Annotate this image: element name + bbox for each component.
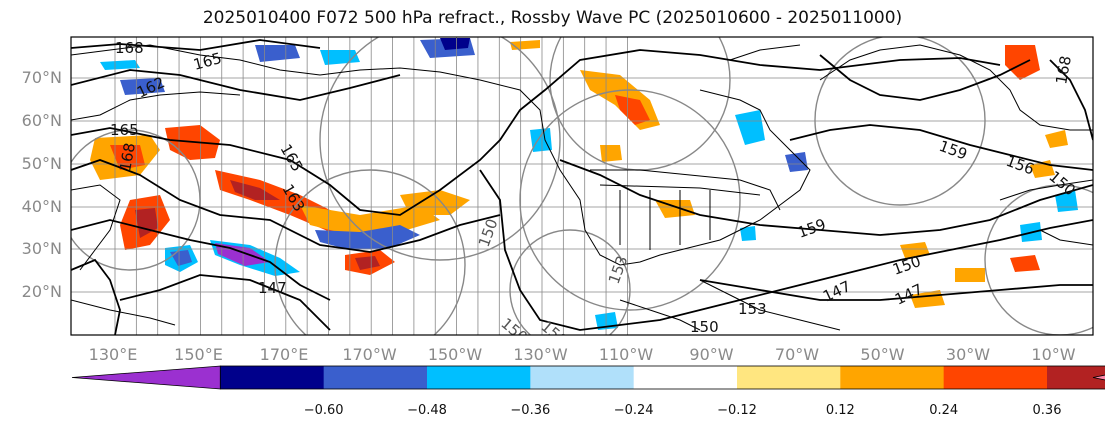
colorbar-bin — [840, 366, 945, 389]
shade-patch — [530, 128, 552, 152]
shade-patch — [740, 226, 756, 241]
lon-label: 10°W — [1031, 345, 1075, 364]
contour-label: 147 — [258, 279, 287, 297]
shade-patch — [1055, 190, 1078, 212]
shade-patch — [100, 60, 140, 70]
colorbar-bin — [427, 366, 531, 389]
lon-label: 30°W — [946, 345, 990, 364]
lon-label: 150°W — [428, 345, 483, 364]
colorbar-bin — [1047, 366, 1105, 389]
colorbar-extend-low — [71, 365, 221, 390]
colorbar-bin — [220, 366, 325, 389]
colorbar-bin — [323, 366, 428, 389]
lon-label: 170°E — [260, 345, 309, 364]
lon-label: 150°E — [174, 345, 223, 364]
shade-patch — [1005, 45, 1040, 80]
pc-contour — [519, 89, 741, 311]
colorbar-tick-label: 0.12 — [826, 403, 855, 418]
shade-patch — [735, 110, 765, 145]
colorbar-extend-high — [1092, 374, 1105, 381]
colorbar-tick-label: −0.12 — [717, 403, 757, 418]
contour-labels: 168 165 162 165 168 165 163 159 156 150 … — [110, 39, 1079, 336]
shade-patch — [255, 45, 300, 62]
colorbar-tick-label: −0.48 — [407, 403, 447, 418]
contour-label: 168 — [116, 141, 139, 172]
colorbar: −0.60−0.48−0.36−0.24−0.120.120.240.360.4… — [71, 365, 1105, 418]
contour-label: 153 — [738, 300, 767, 318]
colorbar-tick-label: 0.24 — [929, 403, 958, 418]
colorbar-frame — [219, 365, 1105, 390]
shade-patch — [230, 180, 280, 200]
pc-contour — [814, 37, 986, 206]
contour-label: 168 — [115, 39, 144, 57]
lat-label: 50°N — [22, 154, 62, 173]
shade-patch — [600, 145, 622, 162]
map-panel: 168 165 162 165 168 165 163 159 156 150 … — [71, 37, 1093, 336]
lon-label: 130°W — [513, 345, 568, 364]
lat-label: 40°N — [22, 197, 62, 216]
shade-patch — [900, 242, 930, 258]
longitude-labels: 130°E 150°E 170°E 170°W 150°W 130°W 110°W 90°W 7… — [89, 345, 1076, 364]
lon-label: 170°W — [342, 345, 397, 364]
shade-patch — [1010, 255, 1040, 272]
colorbar-tick-label: −0.24 — [614, 403, 654, 418]
colorbar-tick-label: −0.60 — [304, 403, 344, 418]
colorbar-tick-label: 0.36 — [1033, 403, 1062, 418]
lon-label: 50°W — [860, 345, 904, 364]
colorbar-bin — [943, 366, 1048, 389]
colorbar-tick-label: −0.36 — [510, 403, 550, 418]
latitude-labels: 70°N 60°N 50°N 40°N 30°N 20°N — [22, 68, 62, 301]
shade-patch — [120, 78, 165, 95]
pc-contour — [71, 129, 201, 271]
coastlines — [71, 44, 1093, 331]
shade-patch — [955, 268, 985, 282]
graticule — [71, 37, 1093, 335]
shade-patch — [785, 152, 808, 172]
colorbar-bin — [737, 366, 841, 389]
shade-patch — [315, 225, 420, 250]
contour-label: 165 — [110, 121, 139, 139]
lat-label: 20°N — [22, 282, 62, 301]
lat-label: 70°N — [22, 68, 62, 87]
lat-label: 60°N — [22, 111, 62, 130]
lon-label: 70°W — [775, 345, 819, 364]
shade-patch — [615, 95, 650, 125]
lon-label: 130°E — [89, 345, 138, 364]
colorbar-bin — [530, 366, 635, 389]
map-title: 2025010400 F072 500 hPa refract., Rossby… — [202, 8, 903, 28]
map-frame — [70, 36, 1094, 336]
shade-patch — [1045, 130, 1068, 148]
pc-contour — [319, 37, 561, 261]
lon-label: 110°W — [599, 345, 654, 364]
lon-label: 90°W — [689, 345, 733, 364]
colorbar-bin — [633, 366, 738, 389]
contour-label: 150 — [690, 318, 719, 336]
contour-label: 168 — [1052, 54, 1075, 85]
shade-patch — [440, 38, 470, 50]
refractivity-contours — [71, 39, 1093, 335]
pc-contour — [509, 229, 631, 335]
lat-label: 30°N — [22, 239, 62, 258]
shade-patch — [355, 256, 380, 270]
shade-patch — [655, 200, 695, 218]
